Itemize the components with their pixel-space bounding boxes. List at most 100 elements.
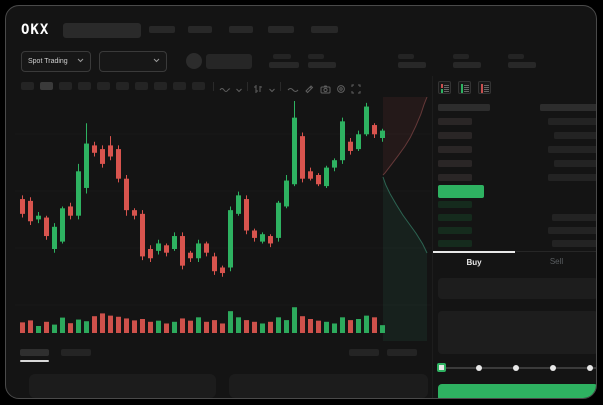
toolbar-divider [213, 82, 214, 91]
okx-logo[interactable]: OKX [21, 22, 50, 38]
timeframe-button[interactable] [116, 82, 129, 90]
nav-item[interactable] [149, 26, 175, 33]
toolbar-divider [247, 82, 248, 91]
order-book[interactable] [438, 101, 596, 250]
amount-column-header [540, 104, 596, 111]
timeframe-button[interactable] [59, 82, 72, 90]
line-tool-icon[interactable] [287, 81, 299, 99]
timeframe-button[interactable] [21, 82, 34, 90]
order-book-ask-row[interactable] [438, 170, 596, 184]
bottom-panel [29, 374, 216, 398]
ask-price-bar [438, 117, 472, 125]
bid-price-bar [438, 227, 472, 234]
order-book-ask-row[interactable] [438, 142, 596, 156]
order-book-header [438, 101, 596, 114]
buy-submit-button[interactable] [438, 384, 596, 398]
timeframe-button[interactable] [192, 82, 205, 90]
toolbar-divider [280, 82, 281, 91]
chart-style-icon[interactable] [253, 81, 263, 99]
ask-price-bar [438, 173, 472, 181]
order-book-bid-row[interactable] [438, 211, 596, 224]
ask-amount-bar [548, 145, 596, 153]
chart-range-button[interactable] [387, 349, 417, 356]
chevron-down-icon[interactable] [268, 81, 276, 99]
ask-price-bar [438, 145, 472, 153]
ask-amount-bar [548, 117, 596, 125]
bid-amount-bar [552, 240, 596, 247]
stat-label [508, 54, 524, 59]
stat-label [398, 54, 414, 59]
timeframe-button[interactable] [97, 82, 110, 90]
indicator-wave-icon[interactable] [219, 81, 231, 99]
order-book-bid-row[interactable] [438, 198, 596, 211]
nav-item[interactable] [311, 26, 338, 33]
chart-bottom-tab[interactable] [61, 349, 91, 356]
ticker-price-placeholder [206, 54, 252, 69]
ask-price-bar [438, 131, 472, 139]
bottom-panel [229, 374, 428, 398]
slider-dot[interactable] [587, 365, 593, 371]
stat-value [508, 62, 536, 68]
market-type-dropdown[interactable]: Spot Trading [21, 51, 91, 72]
orderbook-mode-asks-icon[interactable] [478, 81, 491, 94]
market-type-label: Spot Trading [28, 58, 68, 65]
ask-amount-bar [554, 131, 596, 139]
draw-tool-icon[interactable] [304, 81, 314, 99]
timeframe-button-active[interactable] [40, 82, 53, 90]
chevron-down-icon[interactable] [235, 81, 243, 99]
amount-slider[interactable] [441, 367, 596, 369]
timeframe-button[interactable] [173, 82, 186, 90]
app-window: OKX Spot Trading [5, 5, 597, 399]
nav-item[interactable] [268, 26, 294, 33]
stat-label [308, 54, 324, 59]
timeframe-button[interactable] [78, 82, 91, 90]
ask-amount-bar [554, 159, 596, 167]
orderbook-mode-bids-icon[interactable] [458, 81, 471, 94]
tab-sell[interactable]: Sell [515, 251, 596, 271]
timeframe-button[interactable] [135, 82, 148, 90]
order-book-bid-row[interactable] [438, 237, 596, 250]
chart-range-button[interactable] [349, 349, 379, 356]
slider-handle[interactable] [437, 363, 446, 372]
bid-price-bar [438, 214, 472, 221]
chevron-down-icon [77, 58, 84, 65]
settings-gear-icon[interactable] [336, 81, 346, 99]
slider-dot[interactable] [513, 365, 519, 371]
stat-value [398, 62, 426, 68]
slider-dot[interactable] [476, 365, 482, 371]
last-price-row[interactable] [438, 184, 596, 198]
order-book-ask-row[interactable] [438, 114, 596, 128]
coin-avatar[interactable] [186, 53, 202, 69]
last-price-bar [438, 184, 484, 198]
nav-item[interactable] [188, 26, 212, 33]
stat-value [308, 62, 336, 68]
slider-dot[interactable] [550, 365, 556, 371]
bid-price-bar [438, 201, 472, 208]
camera-icon[interactable] [320, 81, 331, 99]
amount-input[interactable] [438, 311, 596, 354]
active-tab-underline [20, 360, 49, 362]
pair-selector-dropdown[interactable] [99, 51, 167, 72]
price-input[interactable] [438, 278, 596, 299]
order-book-ask-row[interactable] [438, 156, 596, 170]
fullscreen-icon[interactable] [351, 81, 361, 99]
chevron-down-icon [153, 58, 160, 65]
order-book-bid-row[interactable] [438, 224, 596, 237]
price-column-header [438, 104, 490, 111]
bid-amount-bar [552, 214, 596, 221]
panel-divider [432, 76, 433, 398]
search-input[interactable] [63, 23, 141, 38]
nav-item[interactable] [229, 26, 253, 33]
tab-buy[interactable]: Buy [433, 251, 515, 271]
timeframe-button[interactable] [154, 82, 167, 90]
candlestick-chart[interactable] [15, 97, 431, 347]
bid-amount-bar [548, 227, 596, 234]
order-book-ask-row[interactable] [438, 128, 596, 142]
ask-price-bar [438, 159, 472, 167]
stat-label [453, 54, 469, 59]
chart-bottom-tab-active[interactable] [20, 349, 49, 356]
stat-label [273, 54, 291, 59]
ask-amount-bar [548, 173, 596, 181]
stat-value [269, 62, 299, 68]
orderbook-mode-split-icon[interactable] [438, 81, 451, 94]
